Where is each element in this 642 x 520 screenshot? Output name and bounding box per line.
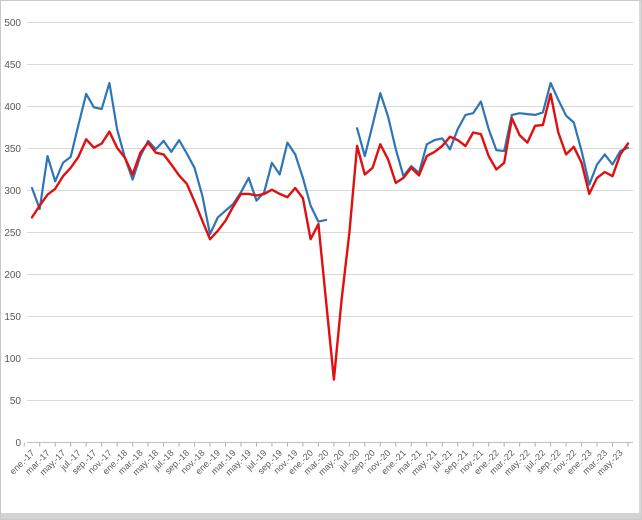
series-red-line xyxy=(30,92,630,381)
y-axis-label-50: 50 xyxy=(10,396,22,407)
y-axis-label-450: 450 xyxy=(4,60,21,71)
y-axis-label-0: 0 xyxy=(15,438,21,449)
y-axis-label-200: 200 xyxy=(4,270,21,281)
frame-bottom-edge xyxy=(1,513,641,519)
y-axis-label-300: 300 xyxy=(4,186,21,197)
y-axis-label-500: 500 xyxy=(4,18,21,29)
y-axis-label-350: 350 xyxy=(4,144,21,155)
y-axis-label-400: 400 xyxy=(4,102,21,113)
y-axis-label-150: 150 xyxy=(4,312,21,323)
series-blue-line xyxy=(30,81,630,236)
frame-right-edge xyxy=(639,1,641,519)
y-axis-label-100: 100 xyxy=(4,354,21,365)
y-axis-label-250: 250 xyxy=(4,228,21,239)
